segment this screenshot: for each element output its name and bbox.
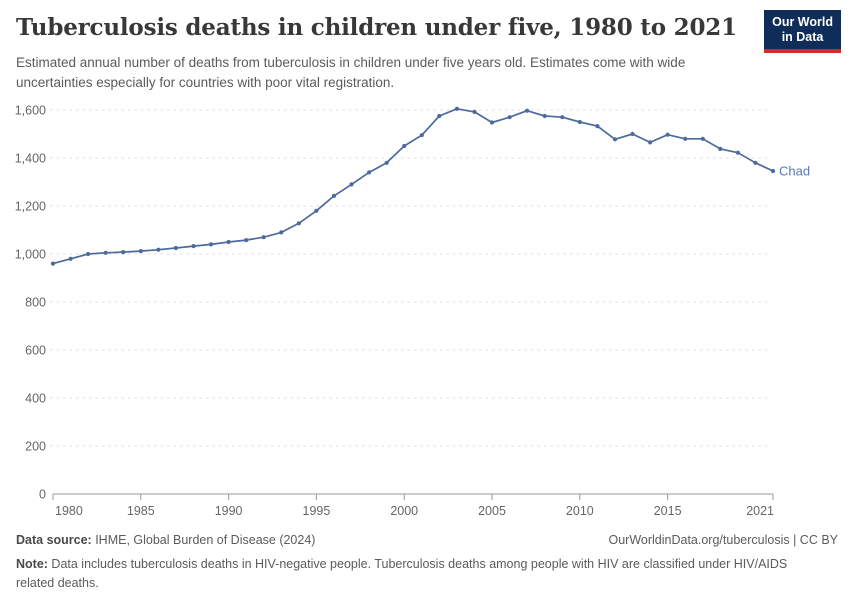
y-axis-tick-label: 200 <box>25 439 46 453</box>
y-axis-tick-label: 400 <box>25 391 46 405</box>
data-point-marker <box>770 168 776 174</box>
data-point-marker <box>630 131 635 137</box>
data-point-marker <box>542 113 547 119</box>
data-point-marker <box>296 221 301 226</box>
data-point-marker <box>191 244 196 249</box>
y-axis-tick-label: 800 <box>25 295 46 309</box>
chart-note: Note: Data includes tuberculosis deaths … <box>16 555 818 593</box>
note-value: Data includes tuberculosis deaths in HIV… <box>16 556 788 590</box>
data-point-marker <box>50 261 56 266</box>
data-point-marker <box>314 208 319 213</box>
x-axis-tick-label: 2010 <box>566 504 594 518</box>
owid-logo-line2: in Data <box>781 30 824 44</box>
owid-logo[interactable]: Our World in Data <box>764 10 841 53</box>
note-label: Note: <box>16 556 48 571</box>
data-point-marker <box>349 182 354 187</box>
x-axis-tick-label: 2015 <box>654 504 682 518</box>
data-point-marker <box>261 235 266 240</box>
data-point-marker <box>577 119 582 125</box>
data-point-marker <box>138 249 143 254</box>
data-point-marker <box>244 238 249 243</box>
data-point-marker <box>367 170 372 175</box>
data-point-marker <box>437 113 442 119</box>
data-point-marker <box>279 230 284 235</box>
data-point-marker <box>700 136 705 141</box>
data-point-marker <box>208 242 214 247</box>
x-axis-tick-label: 1985 <box>127 504 155 518</box>
y-axis-tick-label: 0 <box>39 487 46 501</box>
chart-svg: 0 200 400 600 800 1,000 1,200 1,400 1,600 1980 198… <box>15 103 810 518</box>
data-point-marker <box>173 245 178 251</box>
chart-subtitle: Estimated annual number of deaths from t… <box>16 55 686 91</box>
data-point-marker <box>384 160 389 165</box>
data-point-marker <box>560 115 565 120</box>
data-point-marker <box>489 120 495 125</box>
y-axis-tick-label: 1,000 <box>15 247 46 261</box>
x-axis-tick-label: 1980 <box>55 504 83 518</box>
data-point-marker <box>419 133 424 138</box>
y-axis-tick-label: 1,400 <box>15 151 46 165</box>
chart-footer: Data source: IHME, Global Burden of Dise… <box>16 531 838 592</box>
data-point-marker <box>753 160 758 165</box>
series-end-label: Chad <box>779 164 810 179</box>
data-point-marker <box>735 150 741 155</box>
data-point-marker <box>718 146 723 151</box>
y-axis-tick-label: 600 <box>25 343 46 357</box>
data-source-line: Data source: IHME, Global Burden of Dise… <box>16 531 315 550</box>
data-point-marker <box>121 250 126 255</box>
data-point-marker <box>454 106 459 111</box>
y-axis-tick-label: 1,600 <box>15 103 46 117</box>
data-point-marker <box>525 108 530 113</box>
data-point-marker <box>472 109 477 114</box>
data-point-marker <box>648 140 653 145</box>
data-source-label: Data source: <box>16 533 92 547</box>
data-point-marker <box>507 115 512 120</box>
data-point-marker <box>683 136 688 141</box>
data-point-marker <box>86 251 91 257</box>
data-point-marker <box>156 247 161 252</box>
x-axis-tick-label: 2000 <box>390 504 418 518</box>
x-axis-tick-label: 1995 <box>303 504 331 518</box>
attribution-link[interactable]: OurWorldinData.org/tuberculosis | CC BY <box>608 533 839 547</box>
data-point-marker <box>595 124 600 129</box>
y-axis-tick-label: 1,200 <box>15 199 46 213</box>
data-point-marker <box>68 256 73 261</box>
x-axis-tick-label: 2005 <box>478 504 506 518</box>
data-point-marker <box>612 137 618 142</box>
data-point-marker <box>402 143 407 149</box>
chart-line <box>52 107 774 265</box>
owid-logo-line1: Our World <box>772 15 833 29</box>
x-axis-tick-label: 1990 <box>215 504 243 518</box>
data-point-marker <box>665 132 670 137</box>
data-source-value: IHME, Global Burden of Disease (2024) <box>91 533 316 547</box>
data-point-marker <box>331 193 337 198</box>
data-point-marker <box>226 239 231 245</box>
page-title: Tuberculosis deaths in children under fi… <box>16 14 737 41</box>
x-axis-tick-label: 2021 <box>746 504 774 518</box>
data-point-marker <box>103 250 108 255</box>
